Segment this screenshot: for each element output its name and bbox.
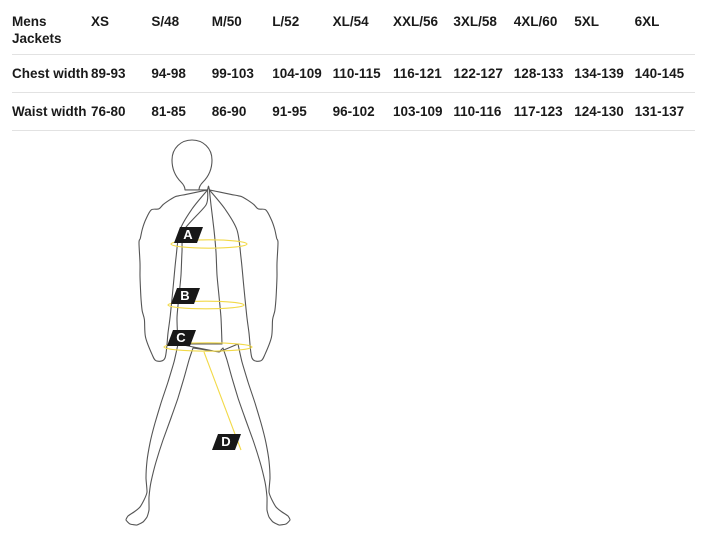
svg-text:B: B (180, 288, 189, 303)
svg-text:A: A (183, 227, 193, 242)
svg-text:D: D (221, 434, 230, 449)
svg-text:C: C (176, 330, 186, 345)
